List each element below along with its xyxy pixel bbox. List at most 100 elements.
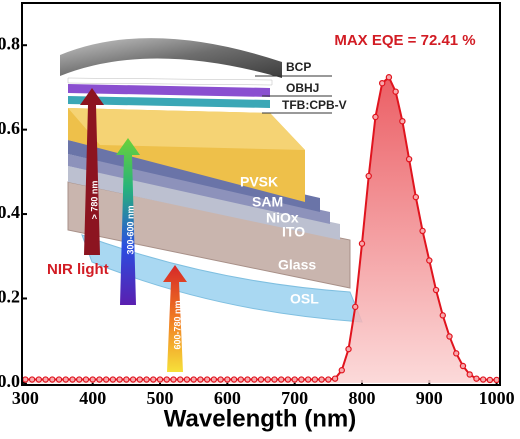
point [69,376,76,383]
x-tick-label: 1000 [479,388,515,408]
point [257,376,265,383]
tfb-layer [68,96,270,108]
point [399,117,406,125]
point [150,376,157,383]
obhj-layer [68,84,270,97]
point [35,376,43,383]
point [358,240,366,247]
layer-label: NiOx [266,210,299,226]
arrow-label: 300-600 nm [125,205,135,254]
layer-label: PVSK [240,174,278,190]
y-tick-label: 0.0 [0,371,20,391]
point [224,376,231,383]
point [365,172,372,180]
point [304,376,312,383]
point [55,376,63,383]
ag-layer [60,38,282,78]
nir-label: NIR light [47,261,109,278]
point [378,79,386,87]
point [237,376,245,383]
point [271,376,278,383]
arrow-label: 600-780 nm [172,300,182,349]
point [42,376,49,383]
layer-label: Glass [278,257,316,273]
point [163,376,170,383]
y-tick-label: 0.6 [0,118,20,138]
x-axis-title: Wavelength (nm) [164,405,356,432]
point [190,376,197,383]
point [459,362,467,370]
layer-label: OBHJ [286,81,319,95]
point [446,333,453,340]
point [156,376,164,383]
point [230,376,238,383]
area [25,77,497,383]
x-tick-label: 800 [348,388,375,408]
point [392,88,399,95]
point [466,371,473,378]
point [203,376,211,383]
point [291,376,298,383]
y-tick-label: 0.8 [0,33,20,53]
point [318,376,325,383]
layer-label: TFB:CPB-V [282,98,347,112]
point [473,375,480,382]
point [405,155,413,163]
point [210,376,218,383]
point [439,312,446,319]
x-tick-label: 900 [416,388,443,408]
point [136,376,144,383]
point [251,376,258,383]
point [298,376,305,383]
point [277,376,285,383]
point [338,367,345,374]
arrow-label: > 780 nm [89,181,99,220]
point [197,376,204,383]
visible-arrow [116,138,140,305]
point [102,376,110,383]
point [372,113,379,121]
point [419,227,426,235]
point [28,376,36,383]
point [76,376,83,383]
point [177,376,184,383]
point [479,376,487,383]
red-arrow [163,265,187,372]
point [62,376,69,383]
point [109,376,117,383]
point [432,286,440,294]
layer-label: OSL [290,291,319,307]
x-tick-label: 600 [214,388,241,408]
point [264,376,271,383]
point [22,376,29,383]
x-tick-label: 500 [147,388,174,408]
point [116,376,123,383]
point [217,376,224,383]
point [96,376,103,383]
point [89,376,96,383]
point [244,376,251,383]
plot-frame [21,2,501,386]
point [352,303,359,311]
layer-label: ITO [282,224,305,240]
x-tick-label: 300 [12,388,39,408]
point [129,376,137,383]
point [331,375,339,382]
layer-label: SAM [252,194,283,210]
point [183,376,191,383]
point [49,376,56,383]
layer-label: BCP [286,60,311,74]
nio-layer [68,154,330,224]
device-diagram: Ag BCP OBHJ TFB:CPB-V PVSK SAM NiOx ITO … [47,38,363,372]
point [486,376,494,384]
point [453,350,460,357]
y-tick-label: 0.2 [0,287,20,307]
point [311,376,319,383]
point [143,376,150,383]
point [345,345,352,353]
x-tick-label: 400 [79,388,106,408]
bcp-layer [67,77,273,86]
nir-arrow [80,88,104,255]
point [493,376,500,384]
